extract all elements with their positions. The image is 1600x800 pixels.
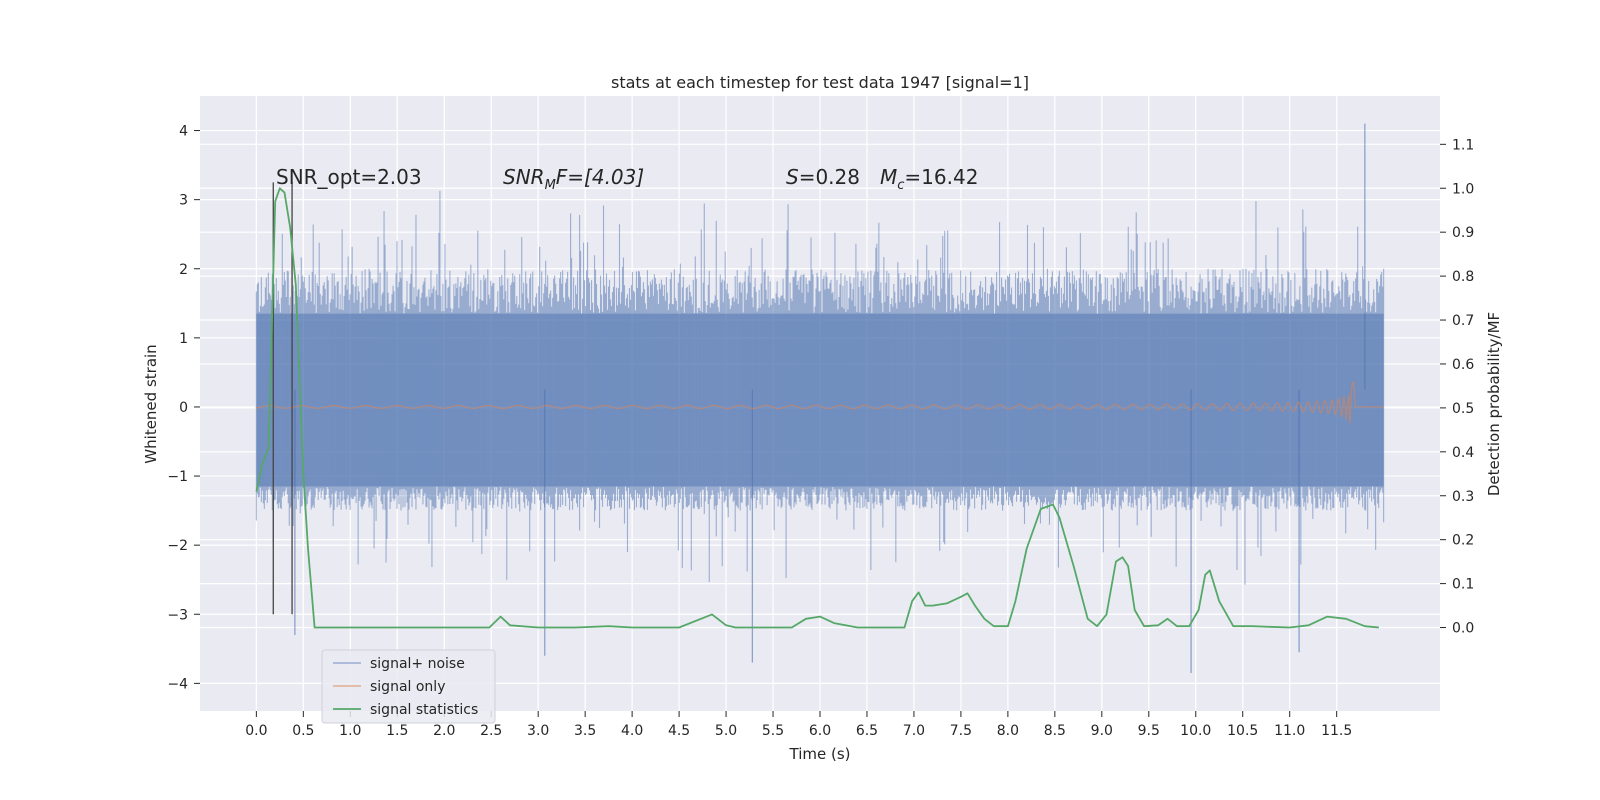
x-tick-label: 5.5 (762, 723, 784, 739)
y-right-tick-label: 0.2 (1452, 533, 1474, 549)
y-right-tick-label: 0.6 (1452, 357, 1474, 373)
y-left-axis-label: Whitened strain (142, 344, 160, 463)
y-left-tick-label: −3 (167, 607, 188, 623)
y-right-tick-label: 0.9 (1452, 225, 1474, 241)
snr-mf-base: SNR (503, 165, 545, 189)
x-tick-label: 9.0 (1091, 723, 1113, 739)
y-left-tick-label: −2 (167, 538, 188, 554)
signal-statistics-series (255, 187, 1379, 629)
y-left-tick-label: 4 (179, 124, 188, 140)
y-right-tick-label: 1.1 (1452, 137, 1474, 153)
x-tick-label: 3.0 (527, 723, 549, 739)
mc-value: =16.42 (904, 165, 978, 189)
y-left-tick-labels: 4 3 2 1 0 −1 −2 −3 −4 (167, 124, 200, 692)
y-right-axis-label: Detection probability/MF (1485, 312, 1503, 496)
signal-statistics-line (255, 187, 1379, 629)
y-right-tick-label: 0.4 (1452, 445, 1474, 461)
y-left-tick-label: 0 (179, 400, 188, 416)
signal-only-series (255, 381, 1384, 424)
legend-label-signal: signal only (370, 679, 445, 695)
x-tick-label: 6.0 (809, 723, 831, 739)
x-tick-label: 11.0 (1274, 723, 1305, 739)
x-tick-label: 2.5 (480, 723, 502, 739)
signal-only-line (255, 381, 1384, 424)
x-tick-label: 1.0 (339, 723, 361, 739)
y-left-tick-label: 3 (179, 193, 188, 209)
x-tick-label: 8.5 (1044, 723, 1066, 739)
legend: signal+ noise signal only signal statist… (321, 649, 496, 724)
x-tick-label: 2.0 (433, 723, 455, 739)
mc-annotation: Mc=16.42 (880, 165, 978, 193)
x-tick-label: 0.5 (292, 723, 314, 739)
y-left-tick-label: 1 (179, 331, 188, 347)
x-tick-label: 7.0 (903, 723, 925, 739)
legend-label-stats: signal statistics (370, 702, 478, 718)
y-right-tick-labels: 1.1 1.0 0.9 0.8 0.7 0.6 0.5 0.4 0.3 0.2 0.1 0.0 (1440, 137, 1474, 637)
x-tick-label: 11.5 (1321, 723, 1352, 739)
y-left-tick-label: −4 (167, 676, 188, 692)
x-tick-label: 1.5 (386, 723, 408, 739)
x-tick-label: 7.5 (950, 723, 972, 739)
x-tick-label: 8.0 (997, 723, 1019, 739)
legend-frame (321, 649, 496, 724)
y-right-tick-label: 0.1 (1452, 577, 1474, 593)
s-symbol: S (786, 165, 799, 189)
snr-mf-sub: M (545, 178, 556, 193)
y-right-tick-label: 1.0 (1452, 181, 1474, 197)
y-right-tick-label: 0.7 (1452, 313, 1474, 329)
mc-symbol: M (880, 165, 897, 189)
signal-noise-series (255, 123, 1385, 673)
y-left-tick-label: 2 (179, 262, 188, 278)
x-tick-label: 0.0 (245, 723, 267, 739)
x-tick-label: 10.5 (1227, 723, 1258, 739)
y-left-tick-label: −1 (167, 469, 188, 485)
x-tick-label: 10.0 (1180, 723, 1211, 739)
y-right-tick-label: 0.0 (1452, 621, 1474, 637)
x-tick-label: 5.0 (715, 723, 737, 739)
s-value: =0.28 (799, 165, 860, 189)
mc-sub: c (897, 178, 904, 193)
x-tick-labels: 0.0 0.5 1.0 1.5 2.0 2.5 3.0 3.5 4.0 4.5 5.0 5.5 6.0 6… (245, 711, 1352, 739)
y-right-tick-label: 0.5 (1452, 401, 1474, 417)
snr-opt-annotation: SNR_opt=2.03 (276, 165, 422, 189)
chart-title: stats at each timestep for test data 194… (611, 73, 1029, 92)
snr-mf-rest: F=[4.03] (556, 165, 644, 189)
x-tick-label: 4.5 (668, 723, 690, 739)
legend-label-noise: signal+ noise (370, 656, 465, 672)
x-tick-label: 3.5 (574, 723, 596, 739)
y-right-tick-label: 0.8 (1452, 269, 1474, 285)
x-axis-label: Time (s) (789, 745, 851, 763)
s-annotation: S=0.28 (786, 165, 860, 189)
x-tick-label: 4.0 (621, 723, 643, 739)
snr-mf-annotation: SNRMF=[4.03] (503, 165, 644, 193)
y-right-tick-label: 0.3 (1452, 489, 1474, 505)
x-tick-label: 6.5 (856, 723, 878, 739)
x-tick-label: 9.5 (1138, 723, 1160, 739)
